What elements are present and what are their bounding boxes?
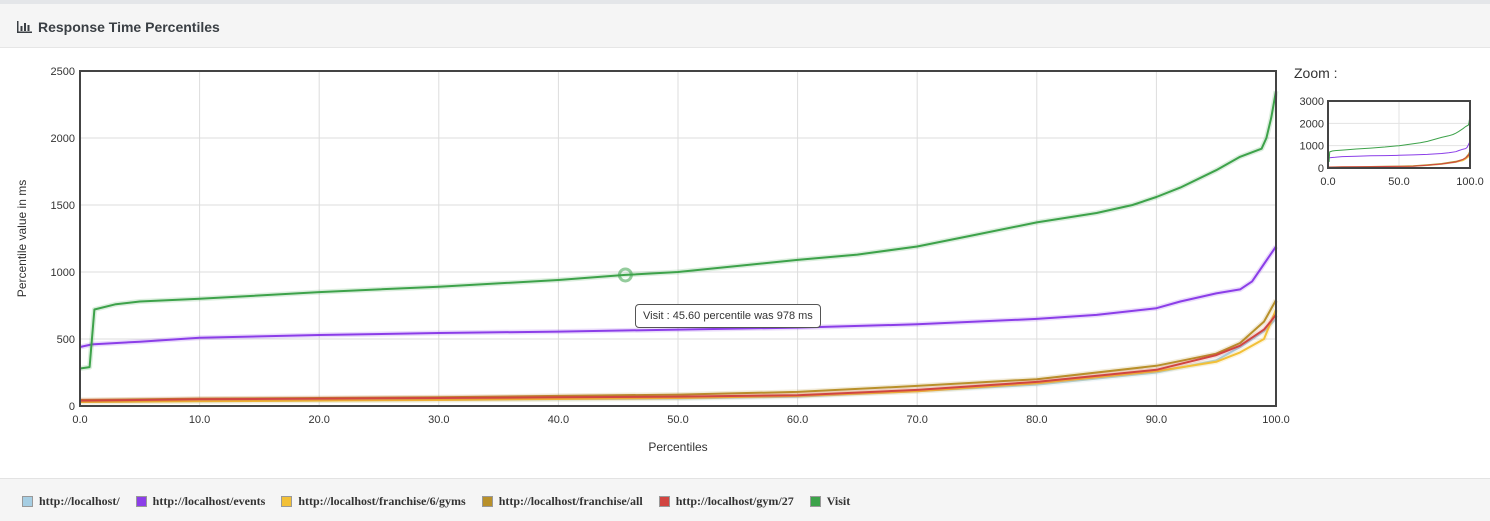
panel-title: Response Time Percentiles (17, 19, 220, 35)
zoom-series-line (1327, 115, 1471, 163)
legend-label: http://localhost/gym/27 (675, 494, 794, 508)
y-tick-label: 0 (69, 401, 75, 413)
legend-item[interactable]: http://localhost/ (22, 494, 120, 509)
zoom-label: Zoom : (1294, 65, 1338, 81)
zoom-y-tick-label: 2000 (1300, 118, 1324, 130)
legend-item[interactable]: http://localhost/franchise/6/gyms (281, 494, 466, 509)
panel-title-text: Response Time Percentiles (38, 19, 220, 35)
series-line (79, 245, 1277, 348)
legend-bar: http://localhost/http://localhost/events… (0, 478, 1490, 521)
series-line (79, 314, 1277, 402)
x-tick-label: 20.0 (308, 414, 329, 426)
legend-label: http://localhost/events (152, 494, 266, 508)
zoom-series-line (1327, 141, 1471, 159)
y-axis-label: Percentile value in ms (15, 180, 29, 297)
x-tick-label: 60.0 (787, 414, 808, 426)
series-line (79, 90, 1277, 370)
x-tick-label: 70.0 (906, 414, 927, 426)
x-tick-label: 90.0 (1146, 414, 1167, 426)
y-tick-label: 1500 (51, 200, 75, 212)
legend-label: Visit (826, 494, 851, 508)
x-tick-label: 10.0 (189, 414, 210, 426)
x-axis-label: Percentiles (648, 440, 707, 454)
legend-item[interactable]: http://localhost/franchise/all (481, 494, 643, 509)
zoom-y-tick-label: 0 (1318, 163, 1324, 175)
x-tick-label: 30.0 (428, 414, 449, 426)
x-tick-label: 80.0 (1026, 414, 1047, 426)
legend-label: http://localhost/franchise/all (498, 494, 643, 508)
legend-swatch (135, 496, 147, 507)
x-tick-label: 50.0 (667, 414, 688, 426)
percentiles-chart[interactable]: 0.0 10.0 20.0 30.0 40.0 50.0 60.0 70.0 80.0 90.0 1… (0, 48, 1290, 478)
zoom-x-tick-label: 0.0 (1320, 176, 1335, 188)
legend-swatch (809, 496, 821, 507)
plot-border (79, 70, 1277, 407)
zoom-overview-chart[interactable]: Zoom : 0 1000 2000 3000 0.0 50.0 100.0 (1286, 48, 1490, 198)
chart-legend: http://localhost/http://localhost/events… (22, 494, 866, 509)
y-tick-label: 500 (57, 334, 75, 346)
y-tick-label: 2000 (51, 133, 75, 145)
x-tick-label: 100.0 (1262, 414, 1290, 426)
y-tick-label: 1000 (51, 267, 75, 279)
legend-label: http://localhost/franchise/6/gyms (298, 494, 466, 508)
legend-swatch (481, 496, 493, 507)
bar-chart-icon (17, 21, 32, 33)
panel-header: Response Time Percentiles (0, 4, 1490, 48)
legend-swatch (281, 496, 293, 507)
highlighted-point (617, 267, 633, 283)
zoom-y-tick-label: 1000 (1300, 141, 1324, 153)
x-tick-label: 40.0 (548, 414, 569, 426)
legend-item[interactable]: http://localhost/events (135, 494, 266, 509)
y-tick-label: 2500 (51, 66, 75, 78)
zoom-y-tick-label: 3000 (1300, 96, 1324, 108)
chart-tooltip: Visit : 45.60 percentile was 978 ms (635, 304, 821, 328)
legend-item[interactable]: http://localhost/gym/27 (658, 494, 794, 509)
zoom-series-line (1327, 152, 1471, 168)
legend-swatch (658, 496, 670, 507)
zoom-x-tick-label: 50.0 (1388, 176, 1409, 188)
x-tick-label: 0.0 (72, 414, 87, 426)
zoom-x-tick-label: 100.0 (1456, 176, 1484, 188)
zoom-plot-border (1327, 100, 1471, 169)
legend-swatch (22, 496, 33, 507)
legend-item[interactable]: Visit (809, 494, 851, 509)
legend-label: http://localhost/ (39, 494, 120, 508)
top-strip (0, 0, 1490, 4)
